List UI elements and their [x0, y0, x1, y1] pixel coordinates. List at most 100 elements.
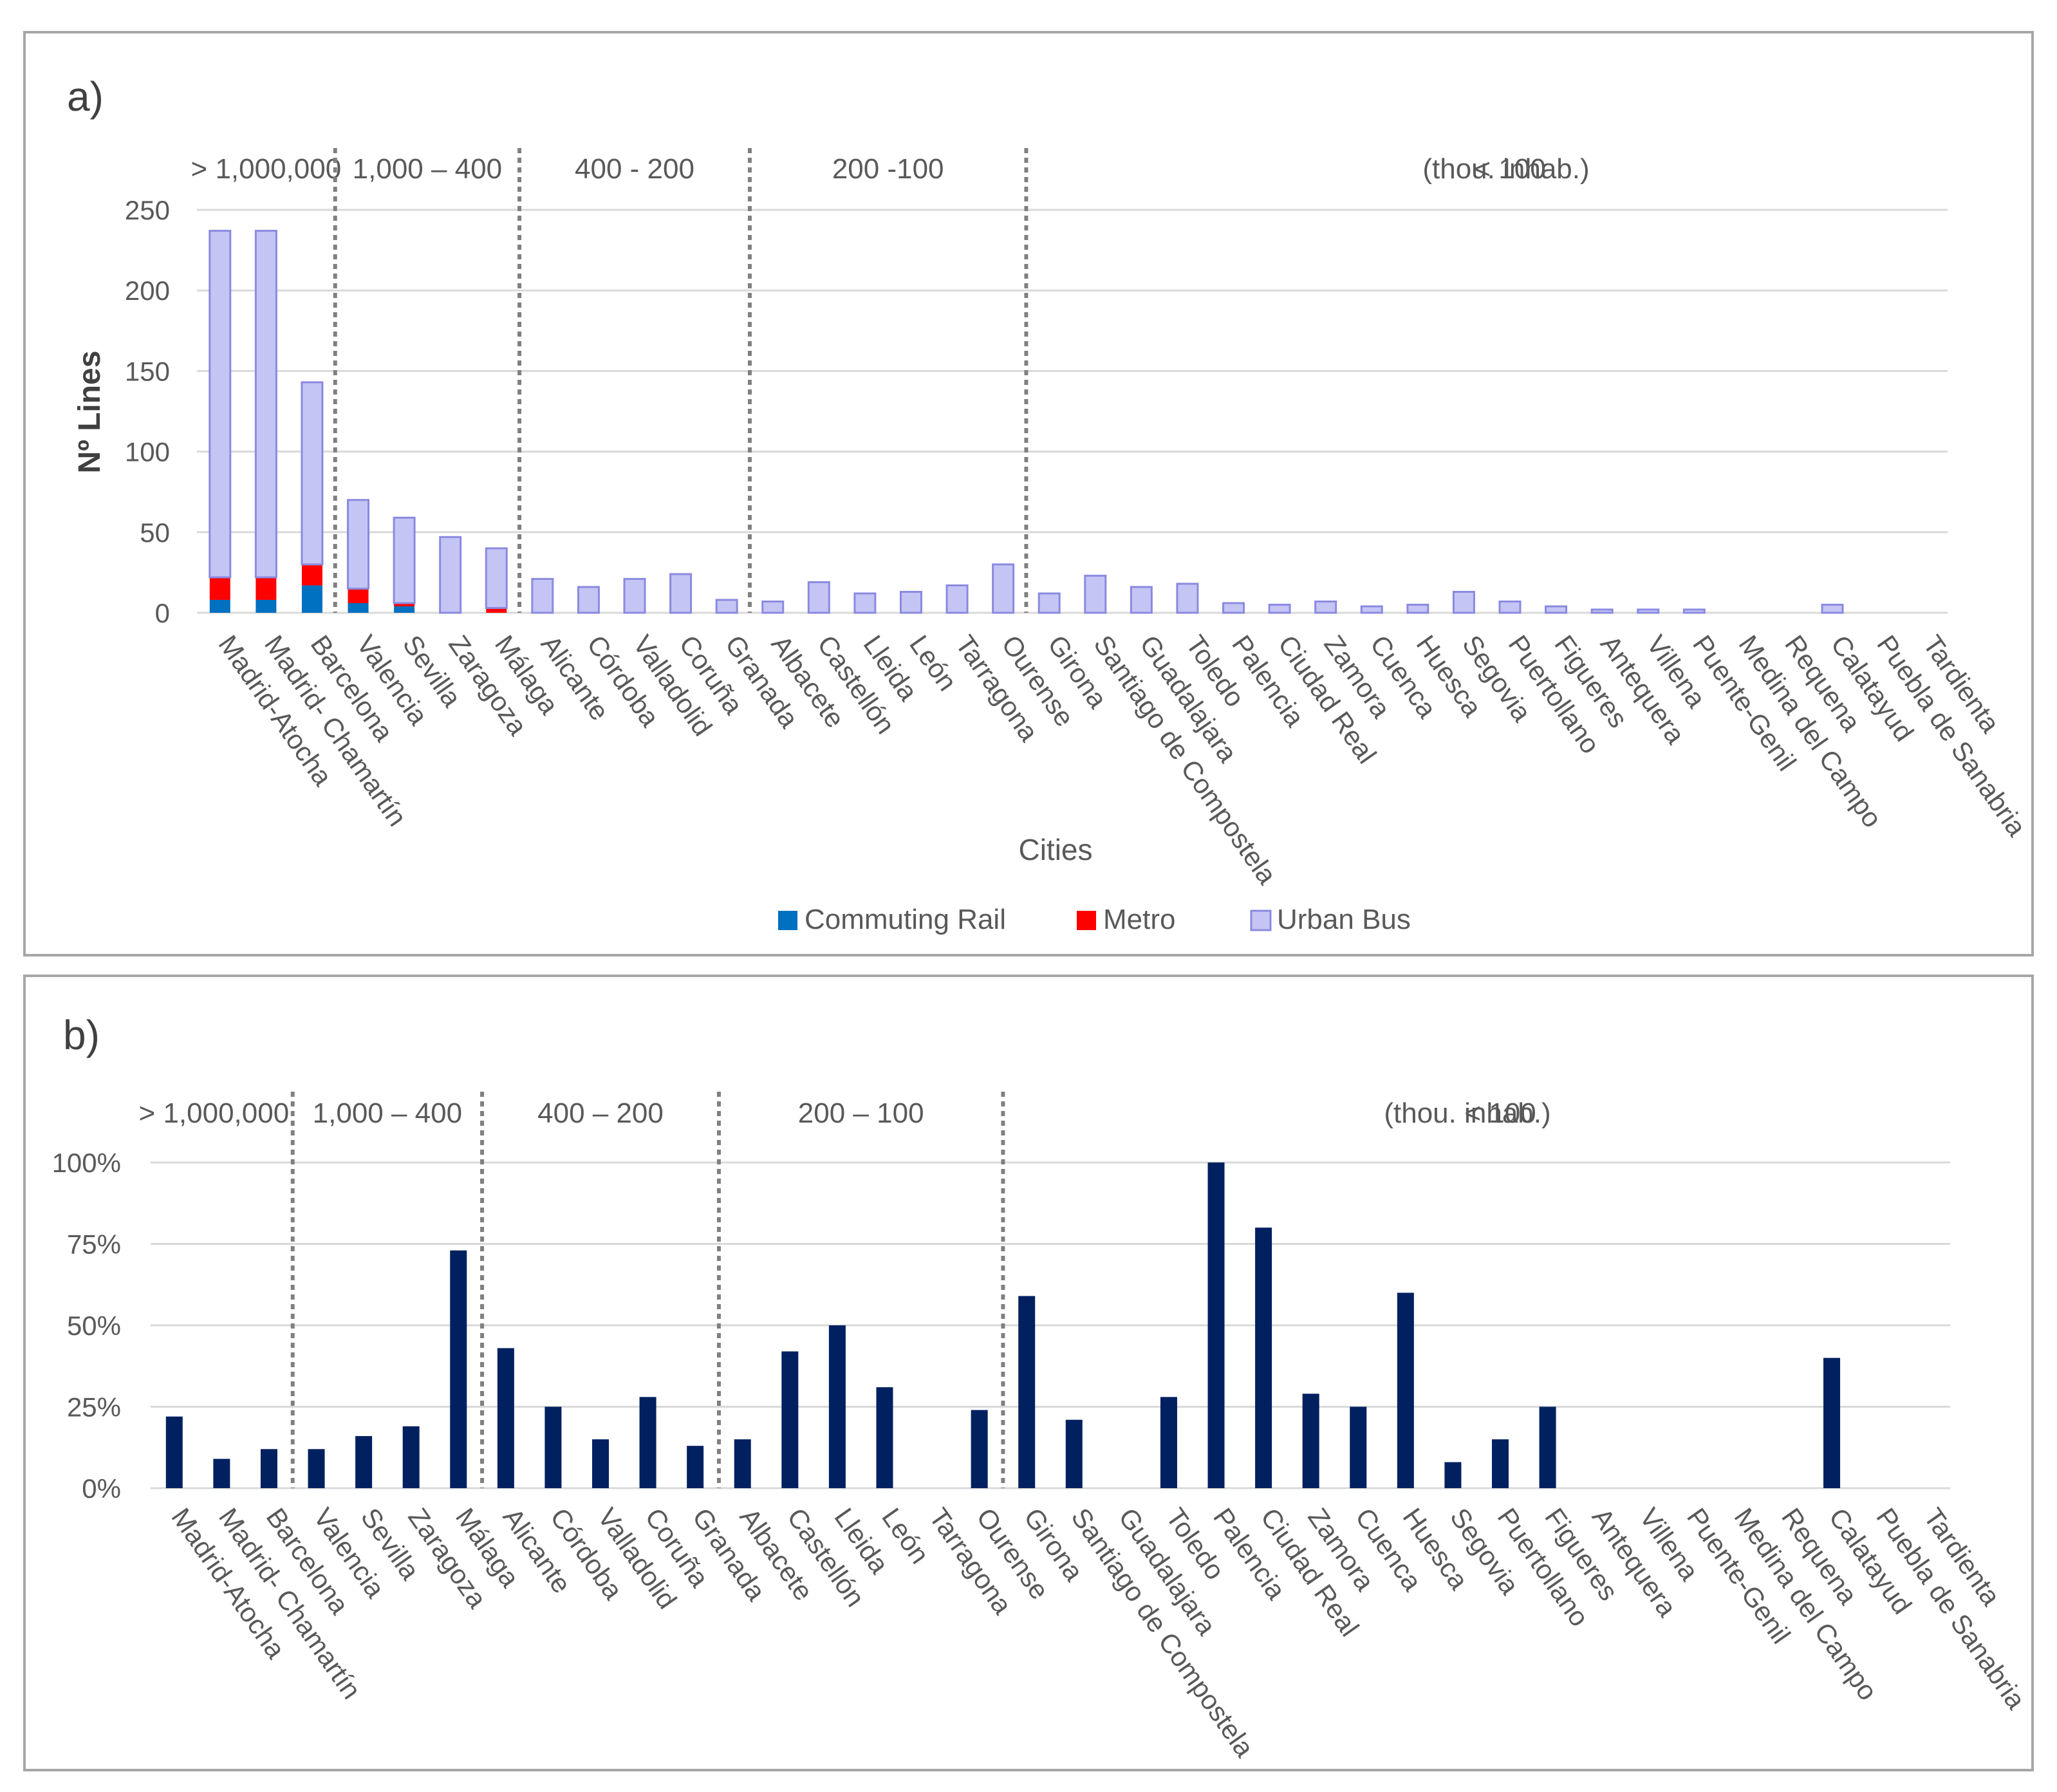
legend-swatch-urban-bus	[1250, 910, 1272, 931]
b-bar-value-palencia	[1207, 1162, 1225, 1488]
a-y-tick-label: 50	[140, 518, 170, 548]
a-bar-urban-bus-girona	[1038, 592, 1061, 614]
a-bar-urban-bus-lleida	[853, 592, 877, 614]
a-bar-urban-bus-valladolid	[623, 577, 646, 614]
b-bar-value-valencia	[308, 1449, 325, 1488]
a-bar-urban-bus-antequera	[1590, 608, 1614, 614]
a-bar-metro-barcelona	[301, 564, 322, 586]
b-bar-value-cordoba	[544, 1406, 562, 1488]
panel-a-population-groups: > 1,000,000 1,000 – 400 400 - 200 200 -100 <…	[191, 148, 1546, 613]
b-y-tick-label: 25%	[67, 1392, 121, 1423]
panel-b-population-groups: > 1,000,000 1,000 – 400 400 – 200 200 – 100…	[139, 1092, 1536, 1488]
a-y-tick-label: 200	[125, 275, 170, 306]
a-bar-urban-bus-cordoba	[577, 586, 600, 614]
b-population-group-label: 400 – 200	[537, 1097, 664, 1129]
a-bar-metro-madrid-atocha	[209, 577, 230, 600]
legend-item-metro: Metro	[1077, 904, 1175, 935]
a-bar-metro-madrid-chamartin	[256, 577, 277, 600]
b-bar-value-madrid-atocha	[165, 1416, 183, 1488]
b-bar-value-ourense	[971, 1410, 988, 1488]
b-bar-value-barcelona	[260, 1449, 277, 1488]
b-y-tick-label: 100%	[52, 1148, 121, 1178]
b-bar-value-huesca	[1397, 1293, 1414, 1488]
b-population-group-label: 1,000 – 400	[313, 1097, 462, 1129]
b-bar-value-madrid-chamartin	[213, 1459, 230, 1488]
b-bar-value-castellon	[781, 1351, 799, 1488]
legend-label-commuting-rail: Commuting Rail	[805, 904, 1006, 935]
b-bar-value-malaga	[450, 1250, 467, 1488]
b-bar-value-zaragoza	[402, 1426, 420, 1488]
a-bar-urban-bus-puertollano	[1498, 600, 1522, 614]
legend-swatch-commuting-rail	[778, 911, 797, 930]
a-bar-urban-bus-santiago-de-compostela	[1084, 574, 1107, 614]
legend-item-urban-bus: Urban Bus	[1250, 904, 1411, 935]
b-bar-value-ciudad-real	[1255, 1227, 1272, 1488]
a-bar-urban-bus-palencia	[1222, 602, 1245, 614]
a-bar-urban-bus-ciudad-real	[1268, 603, 1291, 614]
a-bar-metro-valencia	[348, 588, 369, 603]
a-population-group-label: < 100	[1474, 153, 1545, 185]
a-y-tick-label: 100	[125, 437, 170, 467]
a-bar-urban-bus-toledo	[1176, 583, 1199, 614]
b-y-tick-label: 0%	[82, 1473, 121, 1504]
b-population-group-label: > 1,000,000	[139, 1097, 290, 1129]
panel-b-bars	[165, 1162, 1841, 1488]
a-bar-urban-bus-coruna	[669, 573, 693, 614]
a-bar-urban-bus-malaga	[485, 547, 508, 609]
a-bar-urban-bus-segovia	[1452, 590, 1475, 614]
b-y-tick-label: 50%	[67, 1311, 121, 1341]
b-bar-value-sevilla	[355, 1436, 373, 1488]
a-bar-urban-bus-madrid-chamartin	[254, 230, 277, 579]
b-bar-value-girona	[1018, 1296, 1036, 1488]
a-bar-commuting-rail-barcelona	[301, 585, 322, 613]
a-population-group-label: 400 - 200	[575, 153, 694, 185]
legend-swatch-metro	[1077, 911, 1096, 930]
a-bar-urban-bus-barcelona	[301, 381, 324, 566]
a-bar-urban-bus-zaragoza	[439, 536, 462, 614]
legend-item-commuting-rail: Commuting Rail	[778, 904, 1006, 935]
a-y-tick-label: 150	[125, 356, 170, 386]
a-bar-urban-bus-castellon	[807, 581, 830, 614]
panel-b-y-tick-labels: 0% 25% 50% 75% 100%	[52, 1148, 121, 1504]
a-population-group-label: 200 -100	[832, 153, 944, 185]
panel-a-unit-note: (thou. inhab.)	[1422, 153, 1589, 185]
b-bar-value-alicante	[497, 1348, 514, 1488]
a-bar-urban-bus-puente-genil	[1682, 608, 1706, 614]
b-bar-value-albacete	[734, 1439, 751, 1488]
b-bar-value-toledo	[1160, 1397, 1177, 1488]
a-bar-urban-bus-calatayud	[1821, 603, 1844, 614]
b-population-group-label: 200 – 100	[798, 1097, 924, 1129]
a-bar-urban-bus-guadalajara	[1130, 586, 1153, 614]
b-bar-value-segovia	[1444, 1462, 1462, 1488]
panel-a-bars	[209, 230, 1844, 614]
panel-b-label: b)	[63, 1012, 100, 1058]
b-bar-value-calatayud	[1823, 1358, 1841, 1488]
legend: Commuting Rail Metro Urban Bus	[778, 904, 1411, 935]
a-bar-metro-sevilla	[394, 602, 415, 606]
a-bar-urban-bus-tarragona	[945, 584, 969, 614]
panel-a-x-axis-title: Cities	[1018, 833, 1092, 866]
a-y-tick-label: 0	[155, 598, 170, 628]
b-bar-value-zamora	[1302, 1394, 1319, 1488]
a-bar-urban-bus-granada	[715, 599, 738, 614]
b-bar-value-lleida	[828, 1325, 846, 1488]
a-bar-urban-bus-leon	[899, 590, 922, 614]
b-bar-value-granada	[687, 1446, 704, 1488]
a-bar-urban-bus-sevilla	[393, 516, 416, 604]
a-bar-urban-bus-villena	[1637, 608, 1660, 614]
a-bar-urban-bus-alicante	[531, 577, 554, 614]
b-bar-value-valladolid	[592, 1439, 609, 1488]
panel-b-unit-note: (thou. inhab.)	[1384, 1097, 1550, 1129]
panel-b-frame	[23, 975, 2034, 1771]
b-population-group-label: < 100	[1464, 1097, 1536, 1129]
a-bar-urban-bus-zamora	[1314, 600, 1337, 614]
a-bar-metro-malaga	[486, 608, 507, 613]
legend-label-urban-bus: Urban Bus	[1277, 904, 1411, 935]
a-bar-urban-bus-huesca	[1406, 603, 1429, 614]
a-bar-urban-bus-cuenca	[1360, 605, 1383, 614]
a-bar-urban-bus-albacete	[761, 600, 785, 614]
a-bar-urban-bus-valencia	[347, 499, 370, 590]
b-bar-value-coruna	[639, 1397, 656, 1488]
legend-label-metro: Metro	[1103, 904, 1175, 935]
